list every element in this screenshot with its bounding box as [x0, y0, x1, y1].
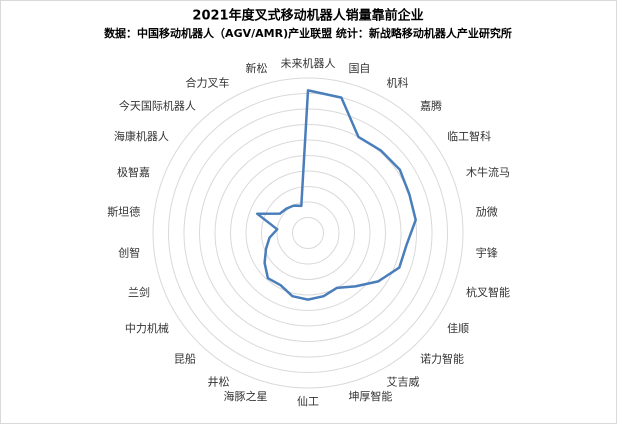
category-label: 极智嘉 [117, 165, 150, 179]
grid-ring [261, 186, 355, 280]
category-label: 临工智科 [447, 129, 491, 143]
category-label: 木牛流马 [466, 165, 510, 179]
category-label: 杭叉智能 [466, 285, 510, 299]
grid-ring [199, 124, 417, 342]
grid-ring [245, 170, 371, 296]
series-line [256, 89, 417, 301]
category-label: 斯坦德 [107, 205, 140, 219]
category-label: 合力叉车 [185, 75, 229, 89]
grid-ring [152, 77, 464, 389]
category-label: 海豚之星 [224, 389, 268, 403]
grid-ring [292, 217, 324, 249]
category-label: 未来机器人 [281, 56, 336, 70]
category-label: 宇锋 [476, 246, 498, 259]
category-label: 创智 [118, 245, 140, 259]
category-label: 佳顺 [447, 321, 469, 335]
category-label: 诺力智能 [420, 351, 464, 365]
chart-title: 2021年度叉式移动机器人销量靠前企业 [192, 8, 423, 24]
grid-ring [276, 201, 340, 265]
category-label: 嘉腾 [420, 99, 442, 113]
chart-subtitle: 数据：中国移动机器人（AGV/AMR)产业联盟 统计：新战略移动机器人产业研究所 [104, 26, 512, 40]
category-label: 海康机器人 [114, 129, 169, 143]
category-label: 劢微 [476, 205, 498, 219]
grid-ring [214, 139, 402, 327]
category-label: 今天国际机器人 [119, 99, 196, 113]
category-label: 国自 [348, 62, 370, 75]
category-label: 新松 [246, 61, 268, 75]
category-label: 机科 [387, 75, 409, 89]
category-label: 兰剑 [128, 285, 150, 299]
category-label: 艾吉威 [387, 376, 420, 389]
category-label: 井松 [207, 375, 229, 389]
category-label: 中力机械 [125, 321, 169, 335]
category-label: 坤厚智能 [348, 389, 392, 403]
grid-ring [230, 155, 386, 311]
category-label: 仙工 [297, 395, 319, 408]
category-label: 昆船 [174, 351, 196, 365]
